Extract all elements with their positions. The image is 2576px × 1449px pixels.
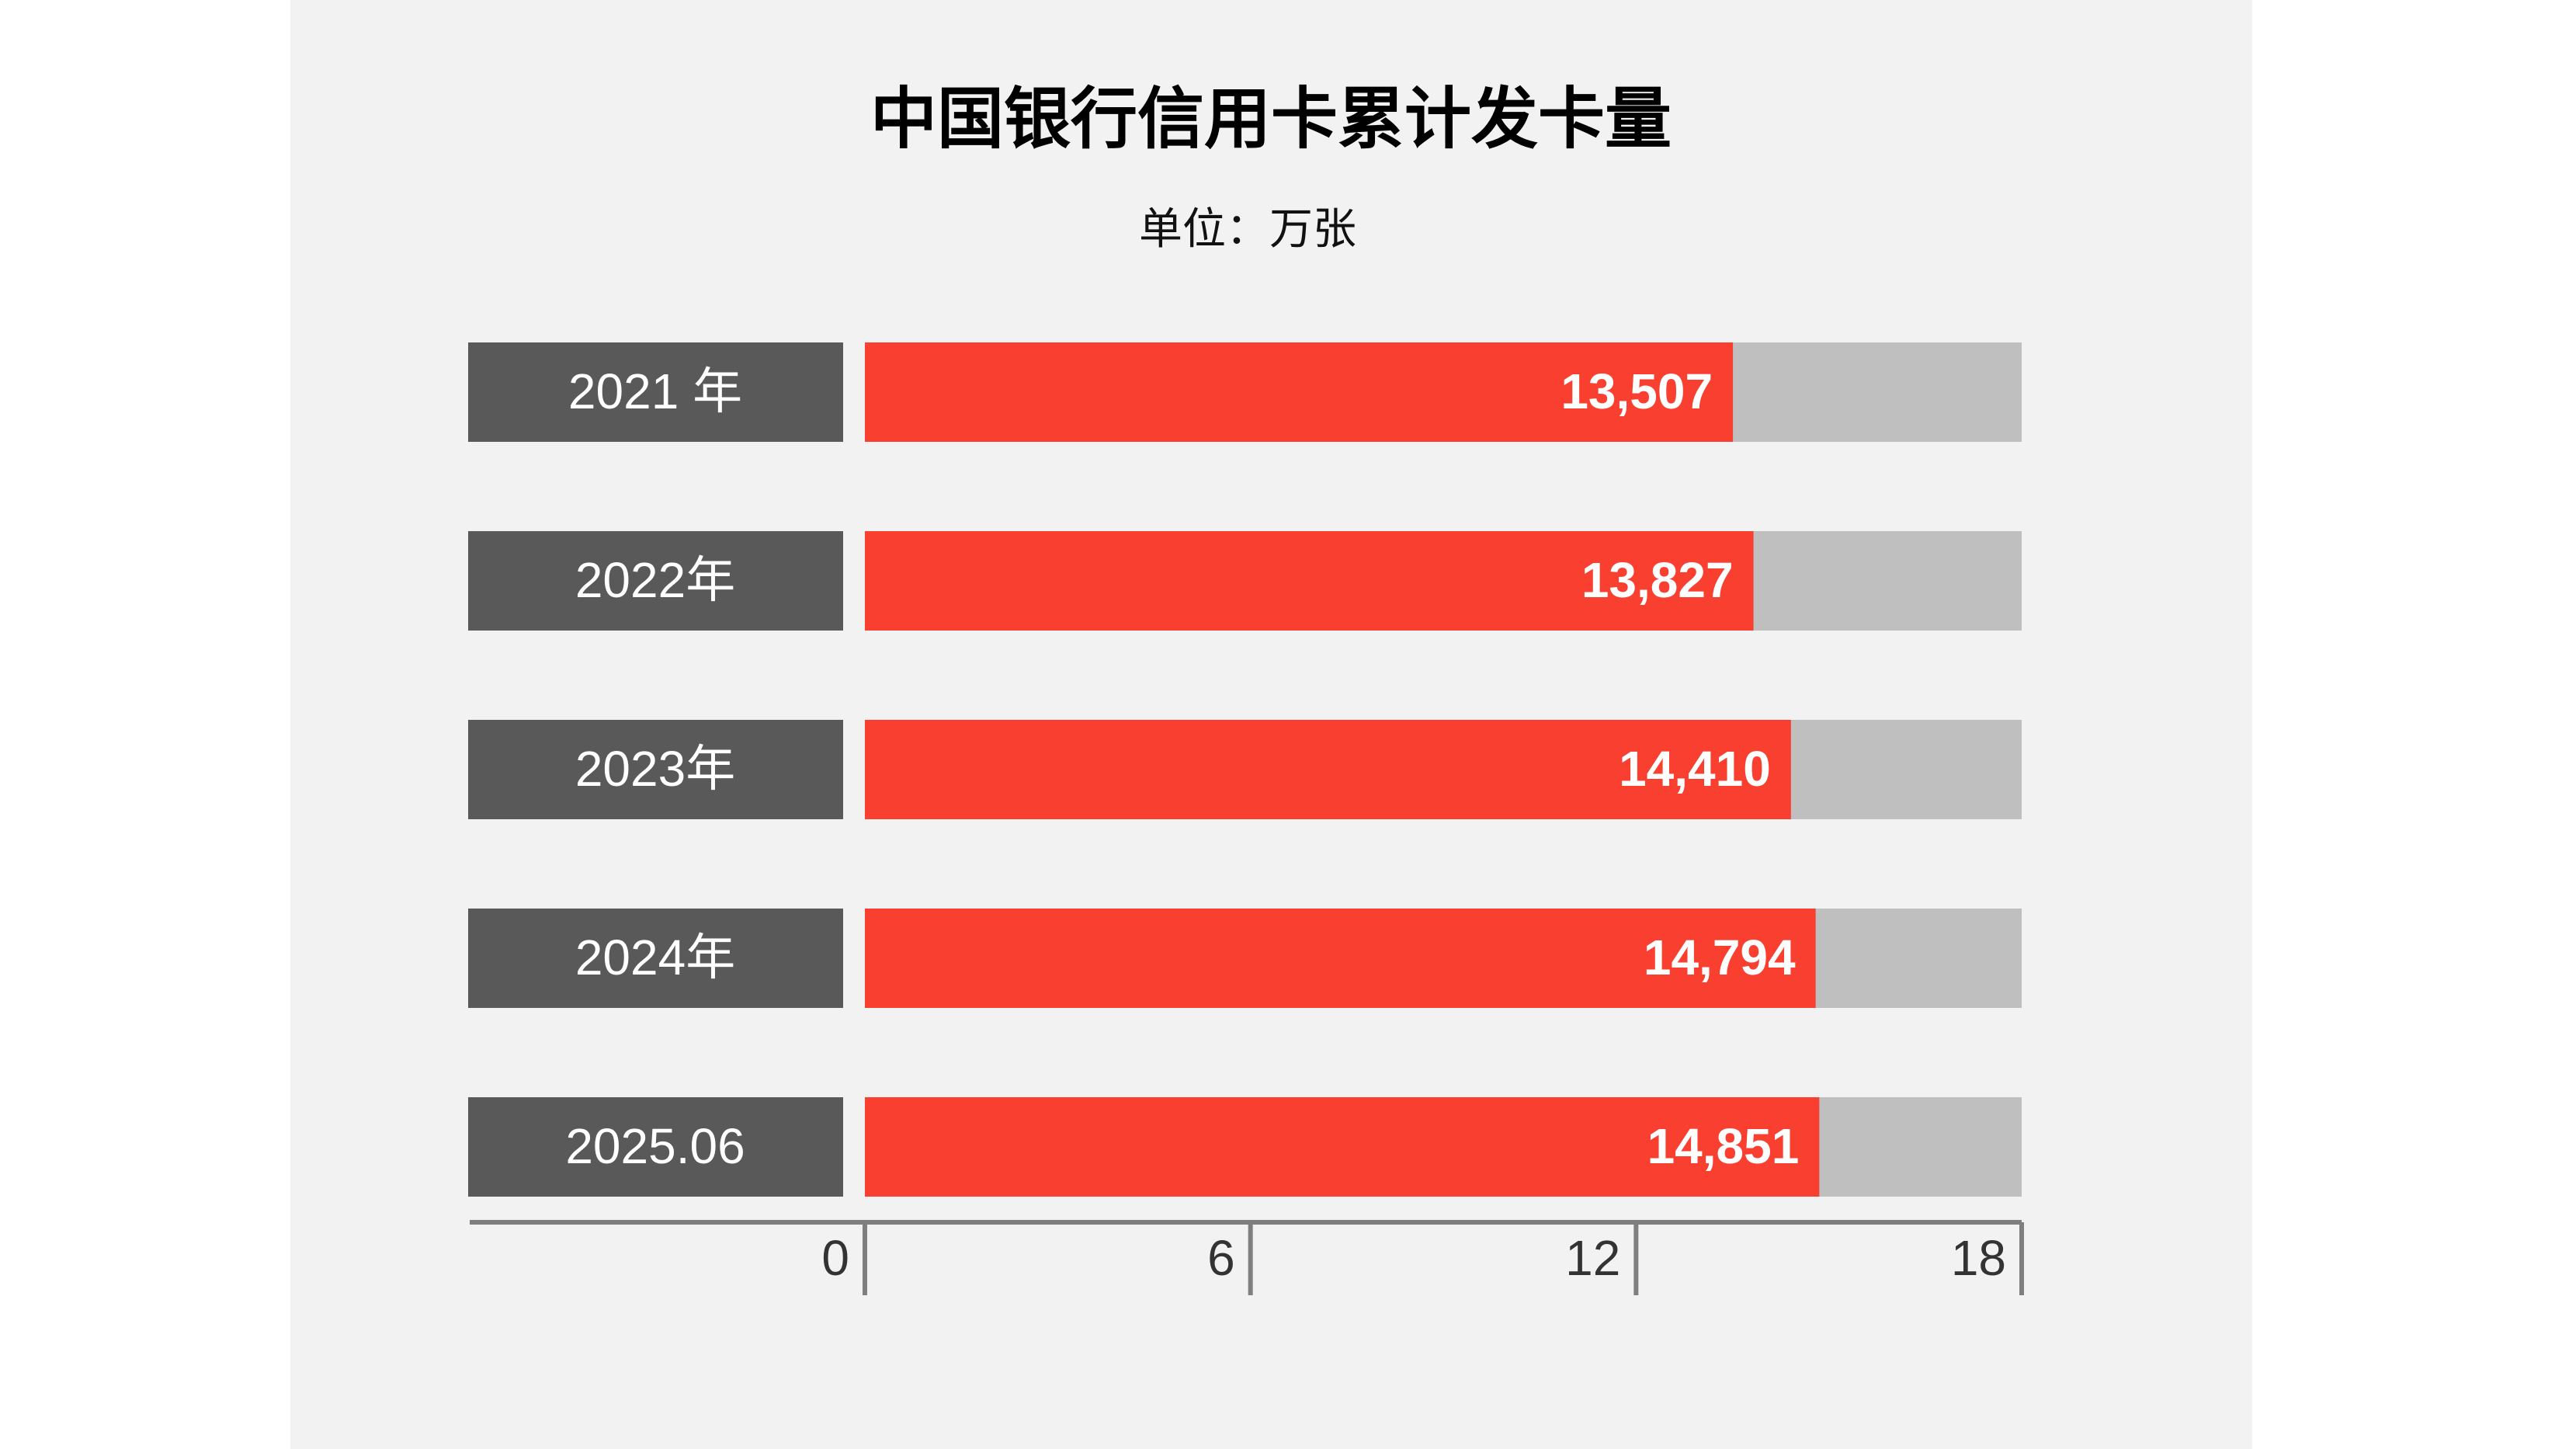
category-box bbox=[468, 720, 843, 819]
y-tick-label: 2022年 bbox=[575, 552, 735, 608]
data-label: 13,827 bbox=[1581, 552, 1734, 608]
y-tick-label: 2021 年 bbox=[568, 363, 742, 419]
y-tick-label: 2025.06 bbox=[565, 1118, 745, 1174]
category-box bbox=[468, 1097, 843, 1197]
bar bbox=[865, 909, 1816, 1008]
y-tick-label: 2023年 bbox=[575, 741, 735, 797]
data-label: 14,410 bbox=[1619, 741, 1771, 797]
data-label: 14,851 bbox=[1647, 1118, 1800, 1174]
category-box bbox=[468, 909, 843, 1008]
category-box bbox=[468, 342, 843, 442]
x-tick-label: 12 bbox=[1565, 1230, 1620, 1286]
bar bbox=[865, 531, 1754, 631]
bar bbox=[865, 1097, 1820, 1197]
chart-subtitle: 单位：万张 bbox=[1139, 204, 1356, 253]
x-tick-label: 18 bbox=[1951, 1230, 2006, 1286]
x-tick-label: 0 bbox=[821, 1230, 849, 1286]
bar bbox=[865, 720, 1791, 819]
data-label: 14,794 bbox=[1644, 930, 1796, 985]
x-tick-label: 6 bbox=[1207, 1230, 1235, 1286]
bar bbox=[865, 342, 1734, 442]
data-label: 13,507 bbox=[1561, 363, 1713, 419]
category-box bbox=[468, 531, 843, 631]
y-tick-label: 2024年 bbox=[575, 930, 735, 985]
chart-title: 中国银行信用卡累计发卡量 bbox=[870, 82, 1672, 157]
